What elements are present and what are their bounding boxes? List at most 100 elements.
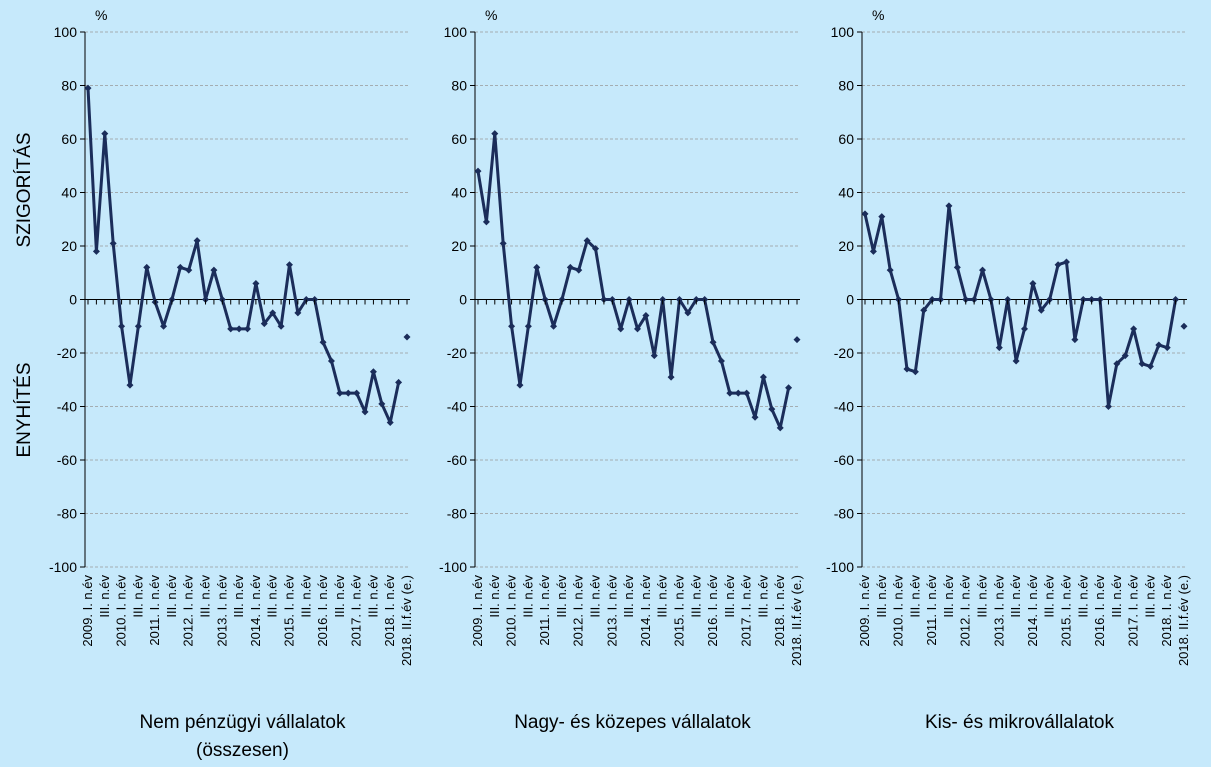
x-tick-label: 2018. II.f.év (e.) (1176, 575, 1191, 666)
x-tick-label: III. n.év (941, 575, 956, 618)
point-marker (1130, 325, 1138, 333)
point-marker (193, 237, 201, 245)
x-tick-label: III. n.év (655, 575, 670, 618)
point-marker (319, 338, 327, 346)
x-tick-label: 2013. I. n.év (991, 575, 1006, 647)
point-marker (995, 344, 1003, 352)
x-tick-label: 2018. I. n.év (1159, 575, 1174, 647)
x-tick-label: III. n.év (1042, 575, 1057, 618)
point-marker (650, 352, 658, 360)
point-marker (709, 338, 717, 346)
y-tick-label: 0 (846, 292, 854, 308)
point-marker (369, 368, 377, 376)
point-marker (1155, 341, 1163, 349)
x-tick-label: 2014. I. n.év (638, 575, 653, 647)
point-marker (344, 389, 352, 397)
point-marker (1054, 261, 1062, 269)
series-line (476, 132, 791, 430)
point-marker (861, 210, 869, 218)
x-tick-label: III. n.év (621, 575, 636, 618)
y-tick-label: -40 (834, 399, 854, 415)
series-line (863, 204, 1178, 408)
point-marker (508, 322, 516, 330)
point-marker (751, 413, 759, 421)
point-marker (583, 237, 591, 245)
x-tick-label: 2018. II.f.év (e.) (789, 575, 804, 666)
x-tick-label: 2015. I. n.év (281, 575, 296, 647)
panel-title: Nem pénzügyi vállalatok (140, 712, 346, 733)
point-marker (118, 322, 126, 330)
y-tick-label: -40 (447, 399, 467, 415)
y-tick-label: 20 (451, 238, 467, 254)
x-tick-label: 2009. I. n.év (80, 575, 95, 647)
point-marker (277, 322, 285, 330)
x-tick-label: 2013. I. n.év (604, 575, 619, 647)
x-tick-label: III. n.év (722, 575, 737, 618)
x-tick-label: III. n.év (554, 575, 569, 618)
point-marker (285, 261, 293, 269)
point-marker (327, 357, 335, 365)
point-marker (134, 322, 142, 330)
point-marker (1021, 325, 1028, 333)
point-marker (210, 266, 218, 274)
x-tick-label: 2015. I. n.év (671, 575, 686, 647)
point-marker (1071, 336, 1079, 344)
x-tick-label: III. n.év (1109, 575, 1124, 618)
y-tick-label: 60 (838, 131, 854, 147)
point-marker (1180, 322, 1188, 330)
point-marker (386, 419, 394, 427)
point-marker (642, 312, 650, 320)
x-tick-label: III. n.év (588, 575, 603, 618)
y-tick-label: -60 (447, 452, 467, 468)
point-marker (903, 365, 911, 373)
point-marker (684, 309, 692, 317)
point-marker (1012, 357, 1020, 365)
x-tick-label: 2009. I. n.év (470, 575, 485, 647)
point-marker (533, 263, 541, 271)
series-line (86, 88, 401, 425)
y-tick-label: -60 (57, 452, 77, 468)
x-tick-label: III. n.év (907, 575, 922, 618)
point-marker (185, 266, 193, 274)
y-tick-label: -20 (57, 345, 77, 361)
x-tick-label: III. n.év (1008, 575, 1023, 618)
point-marker (734, 389, 742, 397)
point-marker (1146, 362, 1154, 370)
point-marker (101, 130, 109, 138)
y-tick-label: -100 (49, 559, 77, 575)
point-marker (726, 389, 734, 397)
y-tick-label: 40 (838, 185, 854, 201)
y-tick-label: -80 (447, 506, 467, 522)
y-tick-label: 100 (831, 24, 855, 40)
x-tick-label: 2010. I. n.év (891, 575, 906, 647)
x-tick-label: 2011. I. n.év (147, 575, 162, 646)
point-marker (759, 373, 767, 381)
x-tick-label: 2016. I. n.év (315, 575, 330, 647)
point-marker (84, 84, 92, 92)
point-marker (575, 266, 583, 274)
point-marker (1138, 360, 1146, 368)
y-tick-label: -20 (834, 345, 854, 361)
point-marker (979, 266, 987, 274)
x-tick-label: 2012. I. n.év (571, 575, 586, 647)
point-marker (1062, 258, 1070, 266)
point-marker (1037, 306, 1045, 314)
point-marker (109, 239, 117, 247)
point-marker (235, 325, 243, 333)
y-tick-label: 40 (61, 185, 77, 201)
x-tick-label: 2014. I. n.év (1025, 575, 1040, 647)
y-tick-label: 100 (444, 24, 468, 40)
x-tick-label: III. n.év (130, 575, 145, 618)
point-marker (920, 306, 928, 314)
x-tick-label: III. n.év (265, 575, 280, 618)
x-tick-label: III. n.év (332, 575, 347, 618)
point-marker (176, 263, 184, 271)
point-marker (550, 322, 558, 330)
y-tick-label: 0 (69, 292, 77, 308)
point-marker (403, 333, 411, 341)
point-marker (768, 405, 776, 413)
x-tick-label: 2010. I. n.év (504, 575, 519, 647)
point-marker (911, 368, 919, 376)
x-tick-label: 2009. I. n.év (857, 575, 872, 647)
